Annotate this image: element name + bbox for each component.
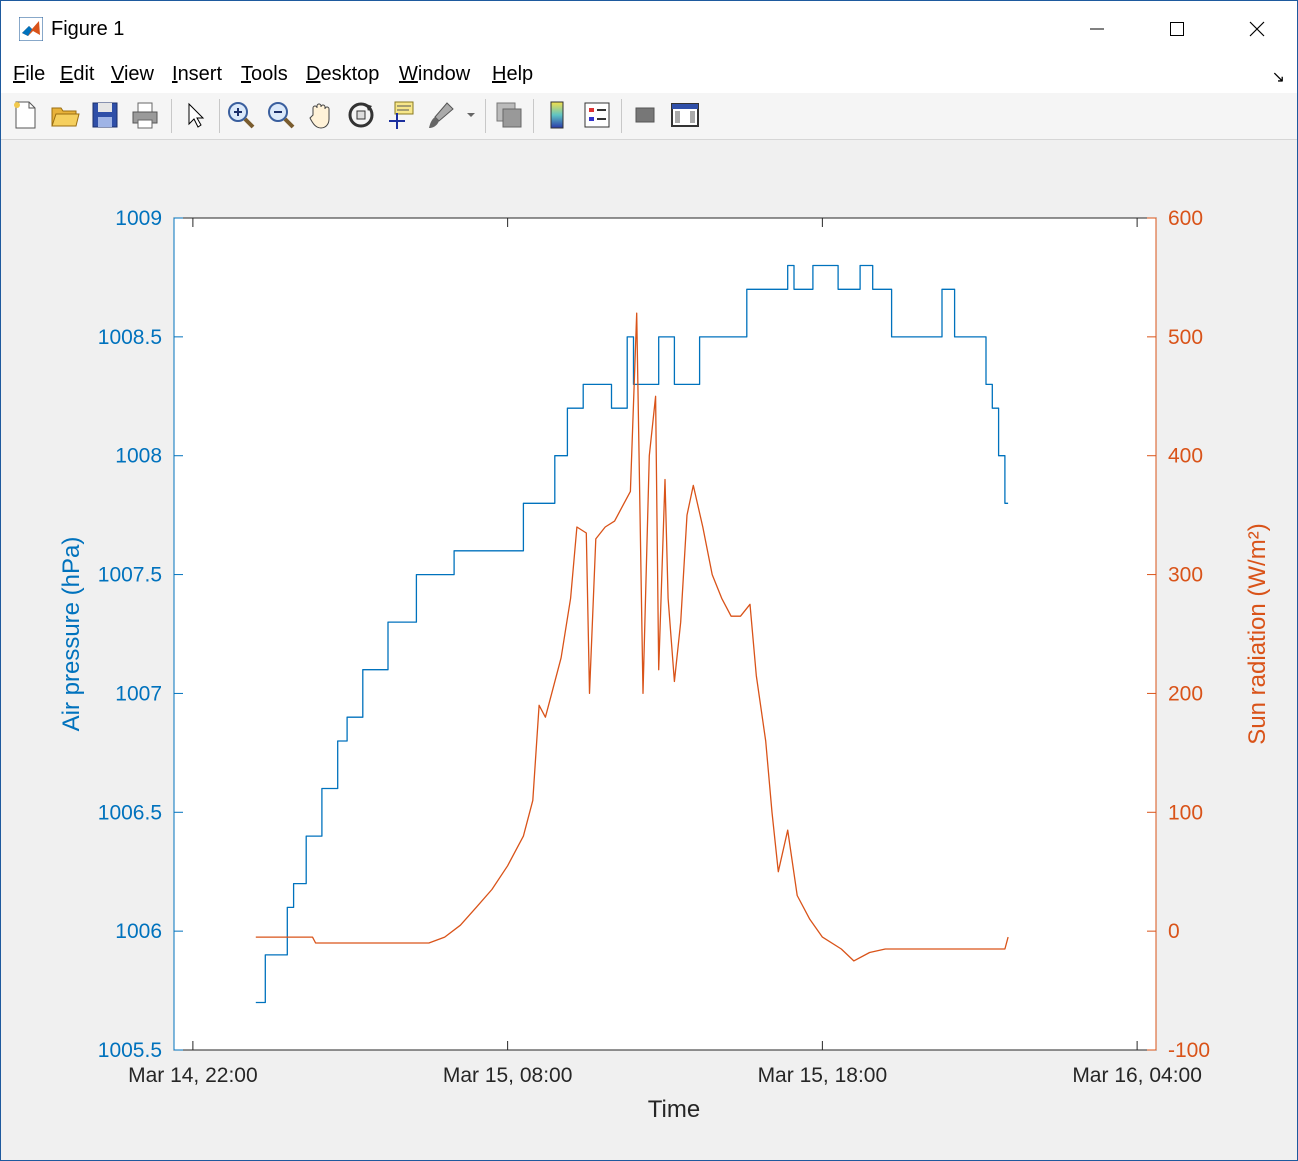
- close-icon: [1249, 21, 1265, 37]
- toolbar-separator: [485, 99, 486, 133]
- print-icon[interactable]: [129, 99, 161, 131]
- window-title: Figure 1: [51, 18, 125, 40]
- menu-desktop[interactable]: Desktop: [306, 63, 380, 85]
- left-y-axis-label: Air pressure (hPa): [58, 537, 85, 732]
- new-figure-icon[interactable]: [9, 99, 41, 131]
- x-tick-label: Mar 15, 18:00: [758, 1064, 888, 1087]
- show-plot-tools-icon[interactable]: [669, 99, 701, 131]
- left-y-tick-label: 1008.5: [98, 326, 162, 349]
- chevron-down-icon[interactable]: [465, 109, 477, 121]
- zoom-out-icon[interactable]: [265, 99, 297, 131]
- title-bar: Figure 1: [1, 1, 1297, 57]
- right-y-tick-label: 0: [1168, 920, 1180, 943]
- menu-edit[interactable]: Edit: [60, 63, 95, 85]
- left-y-tick-label: 1008: [115, 445, 162, 468]
- right-y-tick-label: 400: [1168, 445, 1203, 468]
- close-button[interactable]: [1217, 1, 1297, 57]
- pan-hand-icon[interactable]: [305, 99, 337, 131]
- matlab-icon: [19, 17, 43, 41]
- data-cursor-icon[interactable]: [385, 99, 417, 131]
- right-y-tick-label: 600: [1168, 207, 1203, 230]
- right-y-tick-label: 100: [1168, 801, 1203, 824]
- maximize-icon: [1170, 22, 1184, 36]
- legend-icon[interactable]: [581, 99, 613, 131]
- minimize-button[interactable]: [1057, 1, 1137, 57]
- toolbar: [1, 93, 1297, 140]
- menu-help[interactable]: Help: [492, 63, 534, 85]
- link-plot-icon[interactable]: [493, 99, 525, 131]
- right-y-tick-label: 200: [1168, 682, 1203, 705]
- right-y-axis-label: Sun radiation (W/m²): [1244, 523, 1271, 744]
- brush-icon[interactable]: [425, 99, 457, 131]
- left-y-tick-label: 1007: [115, 682, 162, 705]
- maximize-button[interactable]: [1137, 1, 1217, 57]
- right-y-tick-label: -100: [1168, 1039, 1210, 1062]
- menu-file[interactable]: File: [13, 63, 46, 85]
- save-icon[interactable]: [89, 99, 121, 131]
- menu-tools[interactable]: Tools: [241, 63, 288, 85]
- dock-arrow-icon[interactable]: ↘: [1271, 69, 1285, 86]
- toolbar-separator: [533, 99, 534, 133]
- menu-view[interactable]: View: [111, 63, 154, 85]
- rotate-3d-icon[interactable]: [345, 99, 377, 131]
- menu-bar: File Edit View Insert Tools Desktop Wind…: [1, 57, 1297, 93]
- menu-insert[interactable]: Insert: [172, 63, 223, 85]
- right-y-tick-label: 300: [1168, 564, 1203, 587]
- open-file-icon[interactable]: [49, 99, 81, 131]
- sun-radiation-line[interactable]: [255, 312, 1009, 962]
- edit-plot-arrow-icon[interactable]: [179, 99, 211, 131]
- figure-canvas: Mar 14, 22:00 Mar 15, 08:00 Mar 15, 18:00 M…: [1, 140, 1297, 1160]
- minimize-icon: [1090, 28, 1104, 30]
- x-tick-label: Mar 16, 04:00: [1072, 1064, 1202, 1087]
- left-y-tick-label: 1009: [115, 207, 162, 230]
- air-pressure-line[interactable]: [255, 264, 1009, 1004]
- axes-background: [174, 218, 1156, 1050]
- left-y-tick-label: 1006: [115, 920, 162, 943]
- x-tick-label: Mar 14, 22:00: [128, 1064, 258, 1087]
- zoom-in-icon[interactable]: [225, 99, 257, 131]
- toolbar-separator: [621, 99, 622, 133]
- x-tick-label: Mar 15, 08:00: [443, 1064, 573, 1087]
- chart[interactable]: Mar 14, 22:00 Mar 15, 08:00 Mar 15, 18:00 M…: [1, 140, 1297, 1160]
- menu-window[interactable]: Window: [399, 63, 471, 85]
- colorbar-icon[interactable]: [541, 99, 573, 131]
- hide-plot-tools-icon[interactable]: [629, 99, 661, 131]
- toolbar-separator: [219, 99, 220, 133]
- x-axis-label: Time: [648, 1096, 700, 1123]
- left-y-tick-label: 1005.5: [98, 1039, 162, 1062]
- right-y-tick-label: 500: [1168, 326, 1203, 349]
- toolbar-separator: [171, 99, 172, 133]
- left-y-tick-label: 1007.5: [98, 564, 162, 587]
- left-y-tick-label: 1006.5: [98, 801, 162, 824]
